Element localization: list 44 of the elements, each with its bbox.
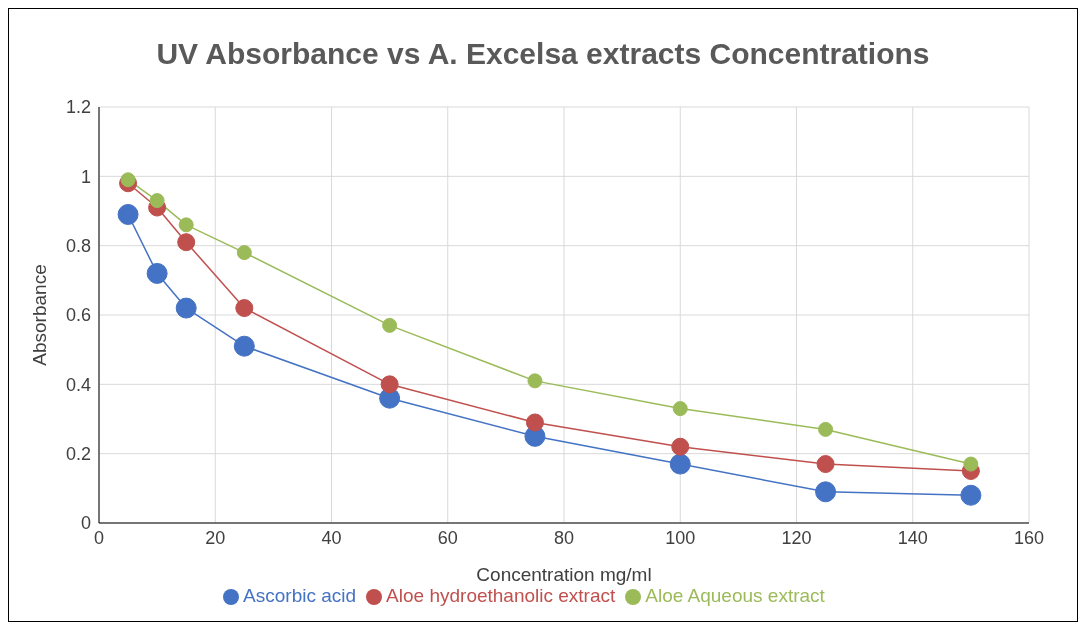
point xyxy=(149,193,165,209)
point xyxy=(525,413,544,432)
point xyxy=(233,335,255,357)
y-axis-title: Absorbance xyxy=(28,264,50,366)
point xyxy=(527,373,543,389)
y-tick-label: 0.6 xyxy=(65,305,91,326)
x-tick-label: 40 xyxy=(321,527,342,548)
point xyxy=(672,401,688,417)
y-tick-label: 0.8 xyxy=(65,236,91,257)
x-tick-label: 20 xyxy=(205,527,226,548)
y-tick-label: 0 xyxy=(80,513,91,534)
point xyxy=(235,299,254,318)
y-tick-label: 0.2 xyxy=(65,444,91,465)
point xyxy=(178,217,194,233)
x-tick-label: 140 xyxy=(897,527,928,548)
point xyxy=(816,455,835,474)
point xyxy=(380,375,399,394)
y-tick-label: 0.4 xyxy=(65,374,91,395)
point xyxy=(960,484,982,506)
legend-label: Aloe Aqueous extract xyxy=(645,585,825,606)
point xyxy=(117,203,139,225)
point xyxy=(146,262,168,284)
point xyxy=(236,245,252,261)
point xyxy=(177,233,196,252)
x-axis-title: Concentration mg/ml xyxy=(476,564,652,585)
point xyxy=(963,456,979,472)
point xyxy=(120,172,136,188)
legend-label: Aloe hydroethanolic extract xyxy=(386,585,616,606)
point xyxy=(818,421,834,437)
legend-label: Ascorbic acid xyxy=(243,585,357,606)
chart-title: UV Absorbance vs A. Excelsa extracts Concentrations xyxy=(155,37,931,72)
x-tick-label: 80 xyxy=(553,527,575,548)
x-tick-label: 100 xyxy=(665,527,696,548)
y-tick-label: 1 xyxy=(80,166,91,187)
x-tick-label: 0 xyxy=(93,527,105,548)
x-tick-label: 120 xyxy=(781,527,812,548)
point xyxy=(669,453,691,475)
x-tick-label: 60 xyxy=(437,527,458,548)
point xyxy=(175,297,197,319)
point xyxy=(671,437,690,456)
y-tick-label: 1.2 xyxy=(65,97,91,118)
point xyxy=(815,481,837,503)
point xyxy=(382,317,398,333)
x-tick-label: 160 xyxy=(1013,527,1045,548)
